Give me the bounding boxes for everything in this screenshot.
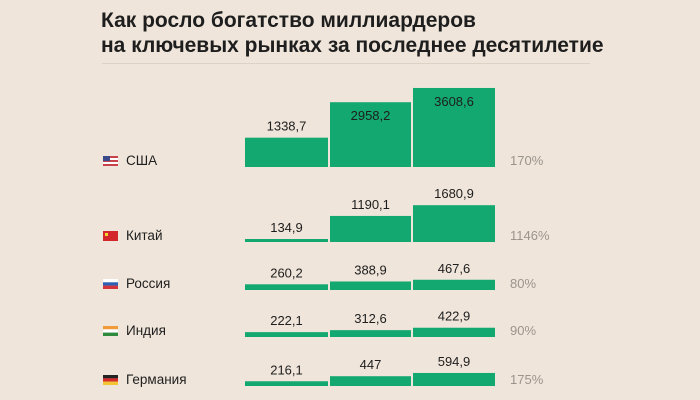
bar — [245, 381, 328, 386]
data-label: 216,1 — [270, 362, 303, 377]
russia-flag-icon — [103, 279, 118, 289]
bar — [413, 87, 495, 167]
chart-title: Как росло богатство миллиардеров на ключ… — [101, 8, 604, 58]
bar — [413, 372, 495, 386]
us-flag-icon — [103, 156, 118, 166]
data-label: 3608,6 — [434, 94, 474, 109]
bar — [330, 376, 411, 386]
data-label: 260,2 — [270, 265, 303, 280]
bar — [330, 281, 411, 290]
bar — [245, 332, 328, 337]
data-label: 312,6 — [354, 311, 387, 326]
growth-label: 1146% — [510, 228, 550, 243]
data-label: 222,1 — [270, 313, 303, 328]
china-flag-icon — [103, 231, 118, 241]
data-label: 134,9 — [270, 220, 303, 235]
growth-label: 170% — [510, 153, 544, 168]
bar — [245, 284, 328, 290]
data-label: 447 — [360, 357, 382, 372]
growth-label: 90% — [510, 323, 536, 338]
bar — [413, 279, 495, 290]
data-label: 1680,9 — [434, 186, 474, 201]
bar — [413, 205, 495, 242]
data-label: 594,9 — [438, 354, 471, 369]
country-label: Германия — [126, 372, 187, 387]
country-label: Россия — [126, 276, 170, 291]
bar — [245, 239, 328, 242]
data-label: 388,9 — [354, 262, 387, 277]
india-flag-icon — [103, 326, 118, 336]
country-label: США — [126, 153, 157, 168]
bar — [245, 137, 328, 167]
bar — [413, 327, 495, 337]
data-label: 467,6 — [438, 261, 471, 276]
germany-flag-icon — [103, 375, 118, 385]
country-label: Индия — [126, 323, 166, 338]
bar — [330, 215, 411, 242]
data-label: 1190,1 — [351, 197, 390, 212]
title-line-1: Как росло богатство миллиардеров — [101, 9, 476, 32]
divider — [102, 63, 590, 64]
bar — [330, 102, 411, 167]
growth-label: 80% — [510, 276, 536, 291]
data-label: 1338,7 — [267, 119, 307, 134]
data-label: 2958,2 — [351, 108, 391, 123]
bar — [330, 330, 411, 337]
data-label: 422,9 — [438, 309, 471, 324]
growth-label: 175% — [510, 372, 544, 387]
country-label: Китай — [126, 228, 163, 243]
title-line-2: на ключевых рынках за последнее десятиле… — [101, 34, 604, 57]
